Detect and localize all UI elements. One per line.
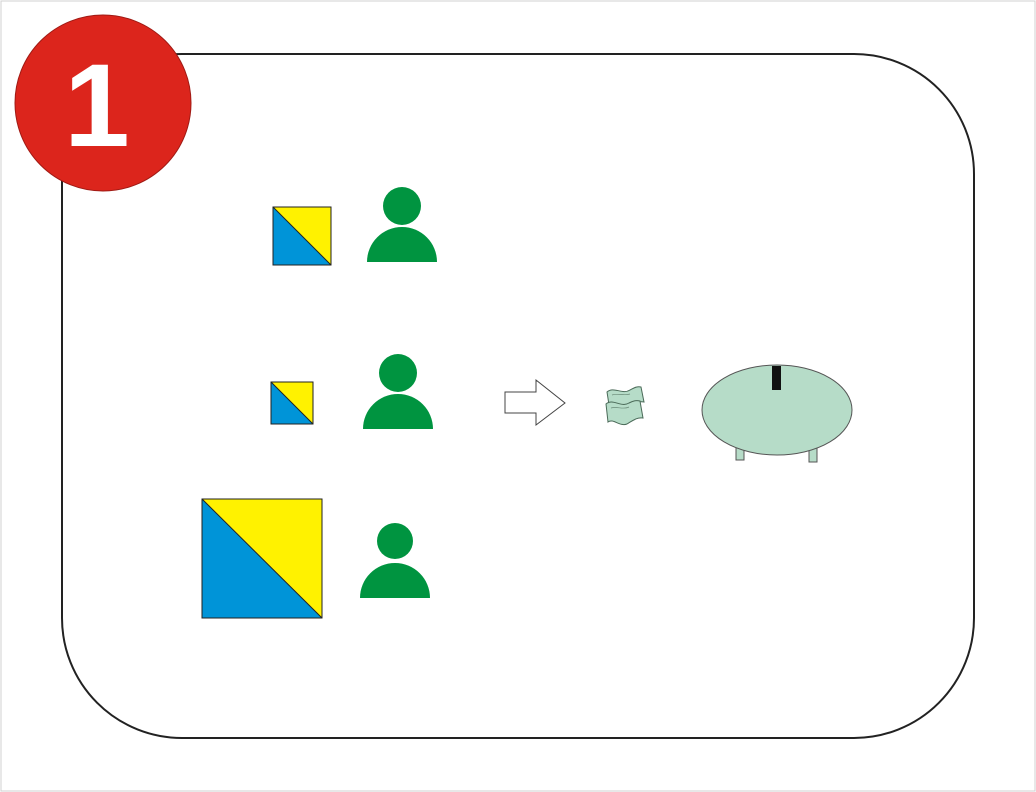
step-number-badge: 1 [14,14,192,192]
badge-circle [14,14,192,192]
row-2 [270,354,853,463]
row-1 [272,187,437,266]
piggy-bank-icon [701,364,853,463]
badge-number: 1 [64,40,130,172]
person-icon [367,187,437,262]
split-square-icon [272,206,332,266]
person-icon [363,354,433,429]
arrow-right-icon [504,378,566,427]
split-square-icon [201,498,323,619]
banknote-icon [605,386,645,426]
person-icon [360,523,430,598]
split-square-icon [270,381,314,425]
row-3 [201,498,430,619]
coin-slot [772,366,781,390]
